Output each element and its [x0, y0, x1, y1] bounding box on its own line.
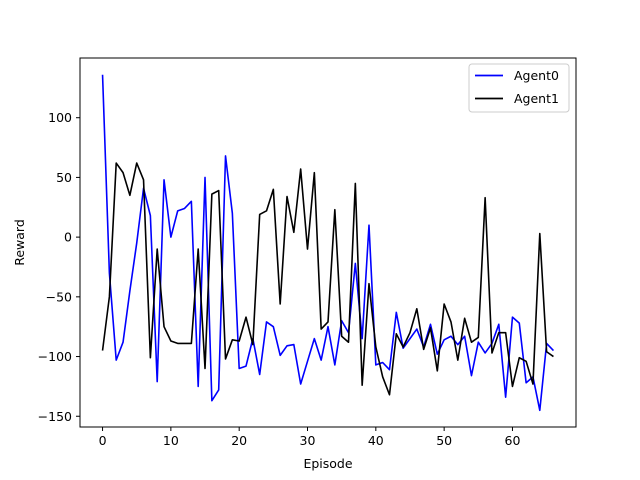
- x-tick-label: 60: [505, 433, 521, 448]
- plot-frame: [79, 57, 577, 428]
- series-layer: [101, 74, 555, 412]
- x-tick-label: 40: [368, 433, 384, 448]
- y-tick-label: 100: [48, 110, 72, 125]
- y-tick-label: −100: [38, 349, 72, 364]
- x-tick-label: 50: [436, 433, 452, 448]
- legend-label-agent0: Agent0: [514, 68, 559, 83]
- x-axis-title: Episode: [303, 456, 352, 471]
- legend: Agent0 Agent1: [468, 63, 570, 113]
- y-axis-title: Reward: [12, 219, 27, 266]
- y-tick-label: −150: [38, 409, 72, 424]
- x-tick-label: 10: [163, 433, 179, 448]
- y-axis-ticks: −150 −100 −50 0 50 100: [38, 110, 80, 424]
- x-tick-label: 20: [231, 433, 247, 448]
- y-tick-label: 0: [64, 230, 72, 245]
- series-line-agent1: [101, 162, 554, 396]
- y-tick-label: 50: [56, 170, 72, 185]
- x-tick-label: 30: [300, 433, 316, 448]
- legend-label-agent1: Agent1: [514, 91, 559, 106]
- x-axis-ticks: 0 10 20 30 40 50 60: [99, 427, 521, 448]
- y-tick-label: −50: [46, 289, 72, 304]
- x-tick-label: 0: [99, 433, 107, 448]
- series-line-agent0: [101, 74, 555, 412]
